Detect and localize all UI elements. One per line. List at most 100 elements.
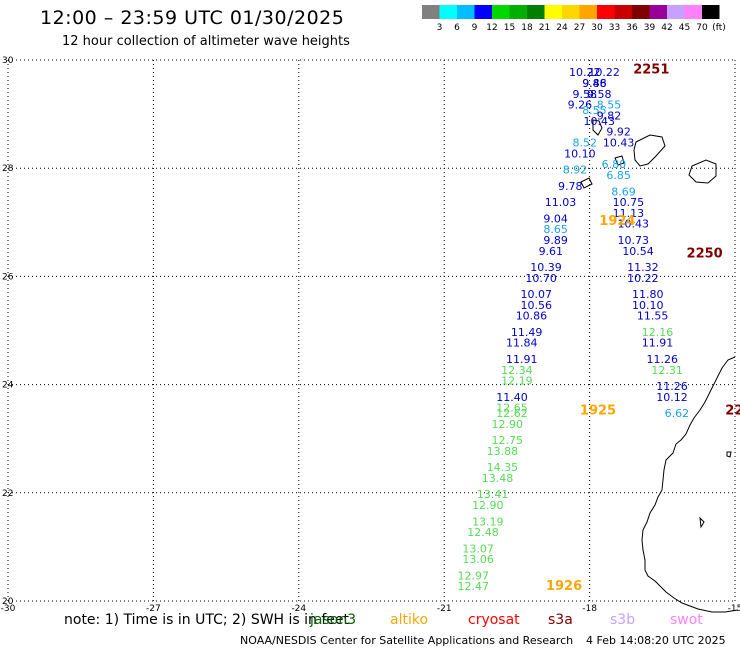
wave-height-point: 13.06 — [462, 553, 494, 566]
wave-height-point: 9.46 — [582, 77, 607, 90]
lat-tick-label: 26 — [2, 272, 14, 282]
wave-height-point: 8.55 — [597, 99, 622, 112]
mission-s3a: s3a — [548, 612, 573, 628]
lon-tick-label: -27 — [146, 604, 161, 614]
colorbar-tick-label: 30 — [591, 23, 603, 33]
colorbar-tick-label: 45 — [679, 23, 690, 33]
wave-height-point: 11.49 — [511, 326, 543, 339]
wave-height-point: 10.10 — [564, 147, 596, 160]
wave-height-point: 8.55 — [582, 104, 607, 117]
islet-2 — [699, 516, 705, 529]
africa-coastline — [641, 356, 739, 613]
wave-height-point: 12.31 — [651, 364, 683, 377]
color-swatch — [474, 5, 492, 19]
color-swatch — [702, 5, 720, 19]
wave-height-point: 9.58 — [587, 88, 612, 101]
wave-height-point: 6.62 — [665, 407, 690, 420]
islet-1 — [726, 451, 732, 458]
wave-height-point: 9.88 — [582, 77, 607, 90]
wave-height-point: 10.07 — [521, 288, 553, 301]
coastline — [580, 119, 739, 613]
pass-time-label: 1924 — [599, 214, 635, 229]
color-swatch — [614, 5, 632, 19]
wave-height-point: 12.65 — [496, 402, 528, 415]
color-swatch — [579, 5, 597, 19]
wave-height-point: 12.90 — [472, 499, 504, 512]
mission-swot: swot — [670, 612, 703, 628]
color-swatch — [492, 5, 510, 19]
wave-height-point: 10.43 — [617, 218, 649, 231]
pass-time-label: 22 — [725, 403, 740, 418]
wave-height-point: 11.91 — [642, 337, 674, 350]
wave-height-point: 9.26 — [568, 99, 593, 112]
wave-height-point: 8.92 — [563, 164, 588, 177]
colorbar-unit-label: (ft) — [712, 23, 726, 33]
wave-height-point: 10.75 — [613, 196, 645, 209]
mission-s3b: s3b — [610, 612, 636, 628]
wave-height-point: 11.26 — [656, 380, 688, 393]
colorbar-tick-label: 36 — [626, 23, 638, 33]
pass-time-labels: 1926 2251 1924 2250 1925 22 — [546, 63, 740, 595]
colorbar-tick-label: 27 — [574, 23, 585, 33]
wave-height-point: 11.26 — [647, 353, 679, 366]
wave-height-point: 12.19 — [501, 375, 533, 388]
wave-height-point: 13.41 — [477, 488, 509, 501]
wave-height-point: 11.80 — [632, 288, 664, 301]
wave-height-point: 8.69 — [611, 185, 636, 198]
lon-tick-label: -18 — [582, 604, 597, 614]
color-swatch — [667, 5, 685, 19]
pass-time-label: 2251 — [633, 63, 669, 78]
wave-height-point: 13.07 — [462, 542, 494, 555]
canary-island-la-gomera — [614, 155, 625, 166]
wave-height-point: 10.22 — [588, 66, 620, 79]
colorbar-tick-label: 6 — [454, 23, 460, 33]
wave-height-point: 9.58 — [573, 88, 598, 101]
page-subtitle: 12 hour collection of altimeter wave hei… — [62, 34, 350, 49]
colorbar-tick-label: 39 — [644, 23, 656, 33]
wave-height-point: 10.43 — [603, 137, 635, 150]
color-swatch — [632, 5, 650, 19]
wave-height-point: 11.84 — [506, 337, 538, 350]
wave-height-point: 11.91 — [506, 353, 538, 366]
color-swatch — [597, 5, 615, 19]
wave-height-point: 10.22 — [569, 66, 601, 79]
color-swatch — [439, 5, 457, 19]
wave-height-point: 10.10 — [632, 299, 664, 312]
axis-tick-labels: -30 -27 -24 -21 -18 -15 30 28 26 24 22 20 — [1, 56, 740, 614]
colorbar-tick-label: 15 — [504, 23, 515, 33]
wave-height-point: 10.39 — [530, 261, 562, 274]
canary-island-tenerife — [633, 134, 666, 167]
wave-height-point: 12.97 — [458, 569, 490, 582]
wave-height-point: 9.78 — [558, 180, 583, 193]
mission-altiko: altiko — [390, 612, 429, 628]
wave-height-point: 11.13 — [613, 207, 645, 220]
lon-tick-label: -21 — [437, 604, 452, 614]
wave-height-point: 14.35 — [487, 461, 519, 474]
colorbar-tick-label: 70 — [696, 23, 708, 33]
color-scale-legend: 3 6 9 12 15 18 21 24 27 30 33 36 39 42 45 70 (ft) — [422, 5, 726, 33]
wave-height-point: 9.61 — [539, 245, 564, 258]
color-swatch — [684, 5, 702, 19]
color-swatch — [422, 5, 440, 19]
wave-height-point: 10.56 — [521, 299, 553, 312]
wave-height-point: 10.86 — [516, 310, 548, 323]
color-swatch — [562, 5, 580, 19]
lon-tick-label: -24 — [291, 604, 306, 614]
wave-height-point: 12.16 — [642, 326, 674, 339]
colorbar-tick-label: 3 — [437, 23, 443, 33]
lat-tick-label: 30 — [2, 56, 14, 66]
wave-height-point: 12.47 — [458, 580, 490, 593]
canary-island-el-hierro — [580, 177, 593, 189]
wave-height-point: 9.82 — [597, 110, 622, 123]
wave-height-point: 10.70 — [525, 272, 557, 285]
wave-height-point: 10.12 — [656, 391, 688, 404]
lon-tick-label: -15 — [728, 604, 740, 614]
footer-credit: NOAA/NESDIS Center for Satellite Applica… — [240, 634, 574, 647]
footer-note: note: 1) Time is in UTC; 2) SWH is in fe… — [64, 612, 350, 628]
wave-height-point: 6.85 — [606, 169, 631, 182]
wave-height-point: 10.43 — [584, 115, 616, 128]
wave-height-point: 10.54 — [622, 245, 654, 258]
mission-cryosat: cryosat — [468, 612, 520, 628]
wave-height-point: 12.90 — [491, 418, 523, 431]
lat-tick-label: 24 — [2, 381, 14, 391]
